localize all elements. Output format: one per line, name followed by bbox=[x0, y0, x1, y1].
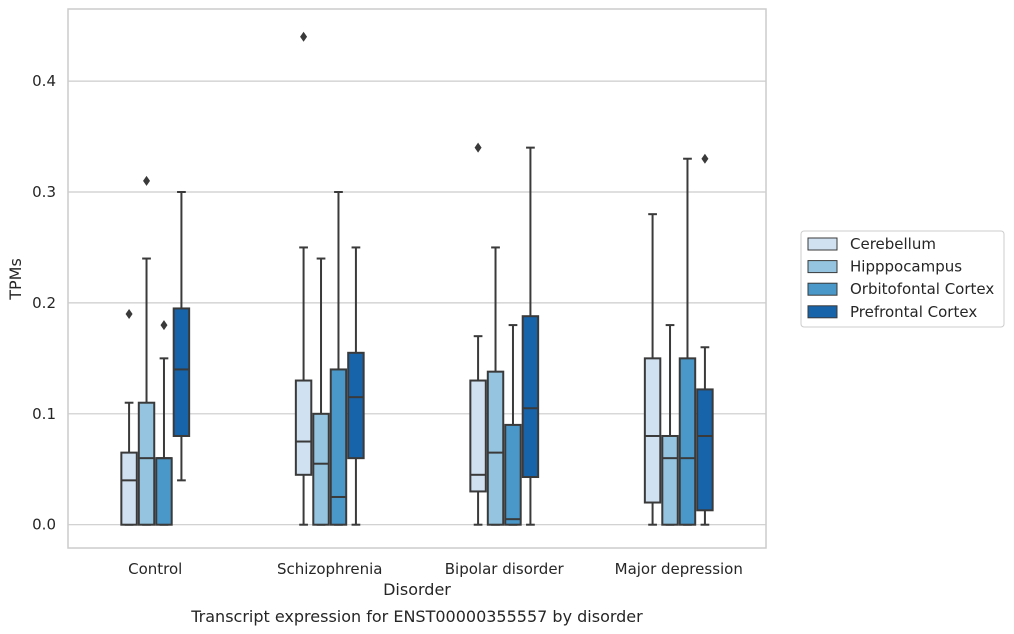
legend-label: Cerebellum bbox=[850, 235, 936, 253]
box-body bbox=[312, 412, 330, 526]
box-body bbox=[294, 379, 313, 476]
outlier-marker bbox=[701, 153, 709, 164]
category-group bbox=[120, 175, 191, 526]
legend-label: Prefrontal Cortex bbox=[850, 303, 977, 321]
box-prefrontal-cortex bbox=[172, 190, 191, 482]
box-body bbox=[137, 401, 156, 526]
box-body bbox=[486, 370, 505, 526]
box-body bbox=[643, 357, 662, 504]
box-body bbox=[504, 423, 522, 526]
box-body bbox=[172, 307, 191, 437]
legend-swatch bbox=[807, 237, 838, 251]
box-hipppocampus bbox=[137, 175, 156, 526]
box-hipppocampus bbox=[486, 246, 505, 526]
legend-swatch bbox=[807, 282, 838, 296]
y-tick-label: 0.4 bbox=[32, 72, 56, 90]
box-body bbox=[696, 388, 714, 512]
category-group bbox=[643, 153, 714, 526]
box-hipppocampus bbox=[661, 324, 679, 526]
box-body bbox=[329, 368, 348, 526]
outlier-marker bbox=[300, 31, 308, 42]
category-group bbox=[294, 31, 365, 526]
box-prefrontal-cortex bbox=[347, 246, 365, 526]
box-hipppocampus bbox=[312, 257, 330, 526]
legend-frame bbox=[800, 230, 1005, 328]
category-group bbox=[469, 142, 540, 526]
box-prefrontal-cortex bbox=[521, 146, 540, 526]
outlier-marker bbox=[125, 308, 133, 319]
legend-label: Hipppocampus bbox=[850, 258, 962, 276]
y-tick-label: 0.0 bbox=[32, 516, 56, 534]
box-body bbox=[120, 451, 138, 526]
outlier-marker bbox=[474, 142, 482, 153]
x-axis-ticks: Control Schizophrenia Bipolar disorder Majo… bbox=[128, 560, 743, 578]
box-body bbox=[521, 315, 540, 479]
y-tick-label: 0.3 bbox=[32, 183, 56, 201]
box-orbitofontal-cortex bbox=[504, 324, 522, 526]
y-tick-label: 0.1 bbox=[32, 405, 56, 423]
legend-swatch bbox=[807, 305, 838, 319]
box-prefrontal-cortex bbox=[696, 153, 714, 526]
box-cerebellum bbox=[294, 31, 313, 526]
box-cerebellum bbox=[120, 308, 138, 526]
x-tick-label: Major depression bbox=[615, 560, 743, 578]
box-orbitofontal-cortex bbox=[678, 157, 697, 526]
box-cerebellum bbox=[469, 142, 487, 526]
box-body bbox=[155, 457, 173, 526]
outlier-marker bbox=[143, 175, 151, 186]
box-body bbox=[661, 434, 679, 526]
box-body bbox=[678, 357, 697, 526]
x-axis-label: Disorder bbox=[383, 580, 451, 599]
box-orbitofontal-cortex bbox=[155, 320, 173, 526]
y-axis-ticks: 0.0 0.1 0.2 0.3 0.4 bbox=[32, 72, 56, 534]
chart-caption: Transcript expression for ENST0000035555… bbox=[190, 607, 643, 626]
y-axis-label: TPMs bbox=[6, 258, 25, 301]
x-tick-label: Schizophrenia bbox=[277, 560, 382, 578]
legend-swatch bbox=[807, 260, 838, 274]
box-body bbox=[347, 351, 365, 460]
x-tick-label: Control bbox=[128, 560, 182, 578]
plot-frame bbox=[67, 8, 767, 549]
legend-label: Orbitofontal Cortex bbox=[850, 280, 994, 298]
box-cerebellum bbox=[643, 213, 662, 526]
y-tick-label: 0.2 bbox=[32, 294, 56, 312]
legend: Cerebellum Hipppocampus Orbitofontal Corte… bbox=[800, 230, 1005, 328]
x-tick-label: Bipolar disorder bbox=[445, 560, 565, 578]
box-orbitofontal-cortex bbox=[329, 190, 348, 526]
outlier-marker bbox=[160, 320, 168, 331]
box-groups bbox=[120, 31, 714, 526]
box-body bbox=[469, 379, 487, 493]
